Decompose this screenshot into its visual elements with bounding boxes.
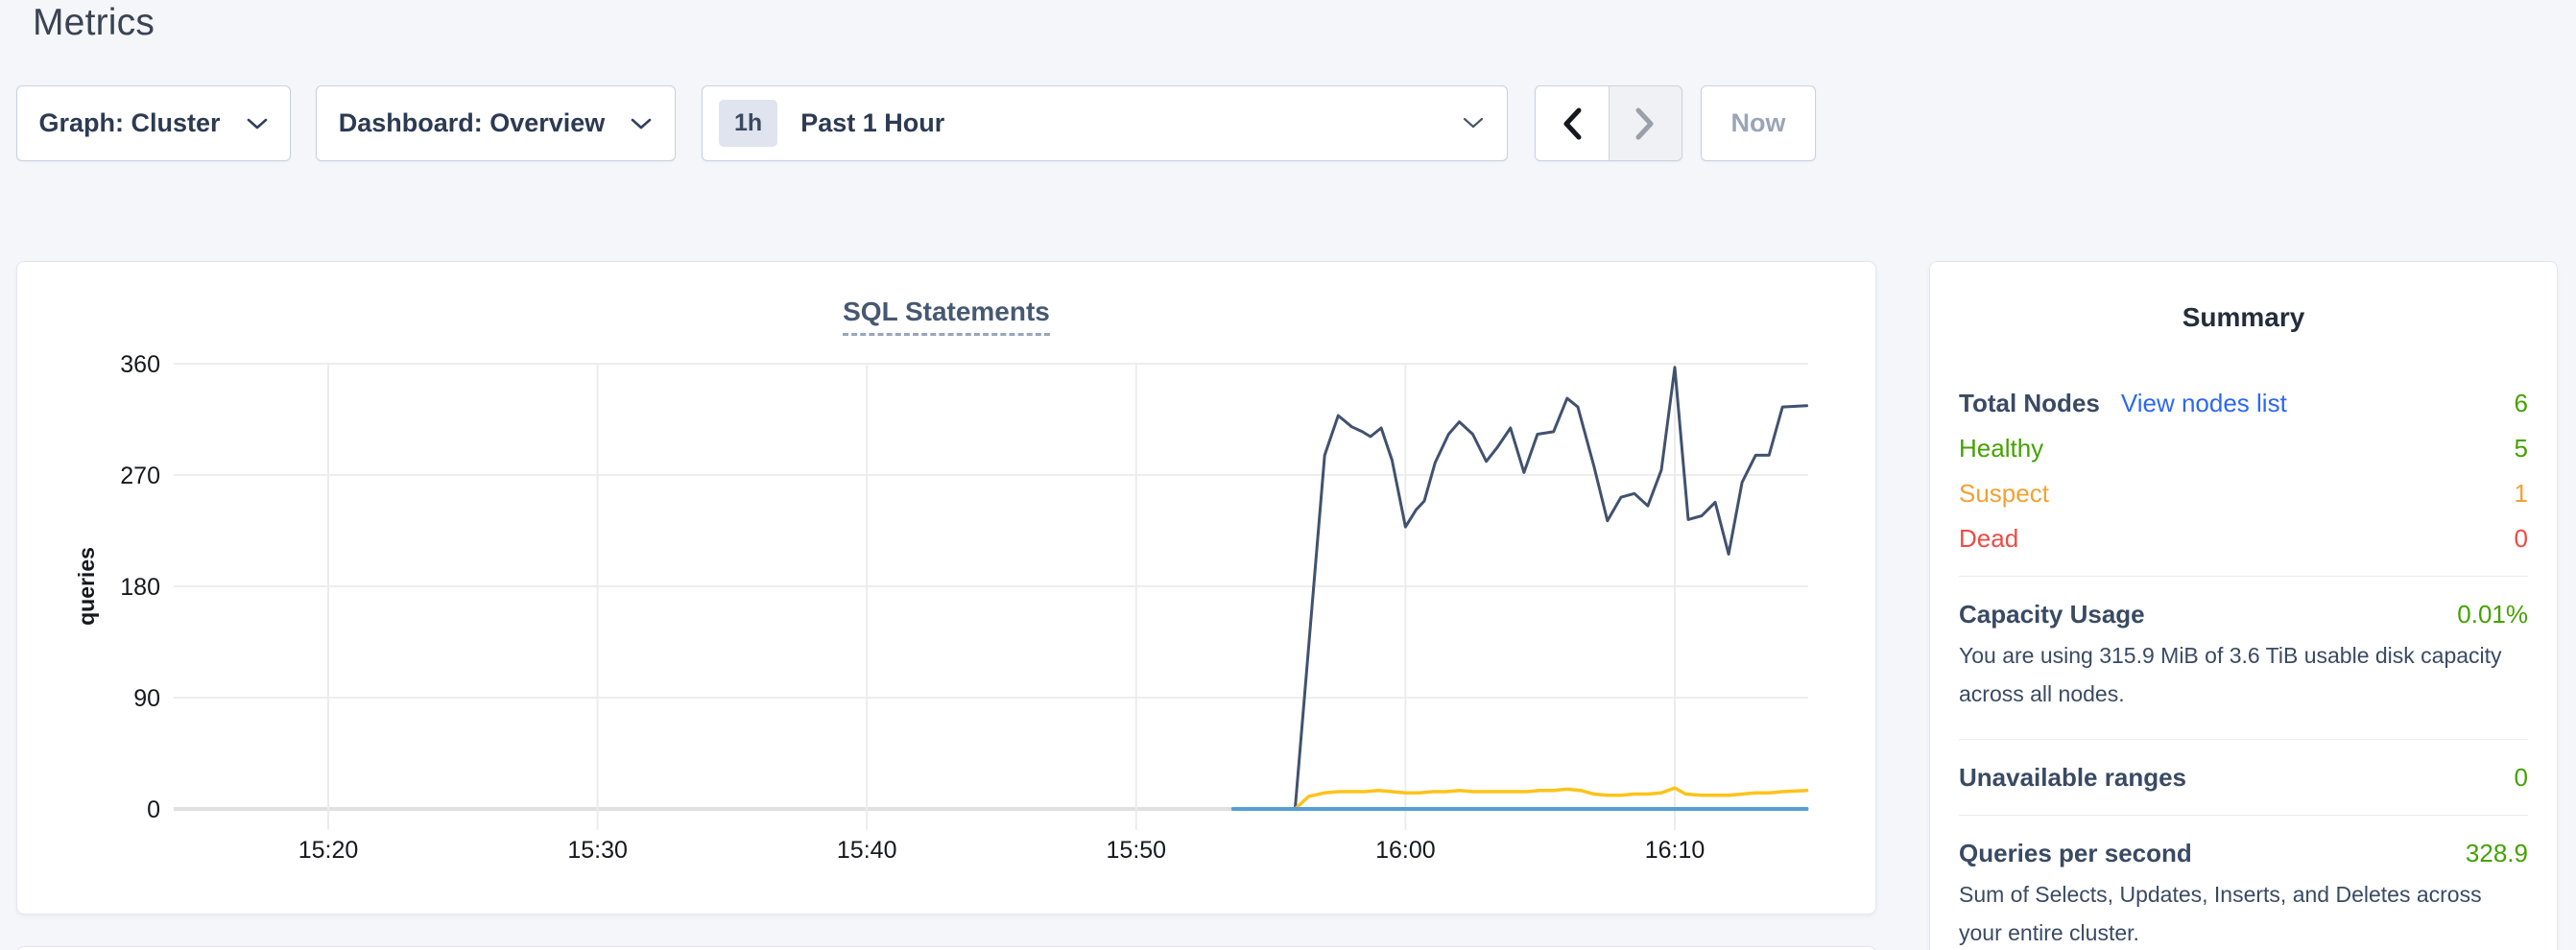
divider: [1959, 576, 2528, 577]
next-time-button[interactable]: [1609, 86, 1682, 160]
svg-text:90: 90: [133, 685, 160, 712]
total-nodes-row: Total Nodes View nodes list 6: [1959, 391, 2528, 416]
unavailable-ranges-section: Unavailable ranges 0: [1959, 765, 2528, 790]
chart-plot-area[interactable]: 0 90 180 270 360 15:20 15:30 15:40 15:50 16:00 16:…: [17, 262, 1877, 915]
summary-title: Summary: [2182, 302, 2305, 332]
healthy-label: Healthy: [1959, 434, 2044, 463]
svg-text:15:40: 15:40: [837, 837, 897, 864]
chevron-down-icon: [630, 117, 653, 131]
now-button-label: Now: [1730, 108, 1786, 137]
dead-nodes-row: Dead 0: [1959, 526, 2528, 551]
svg-text:180: 180: [120, 574, 160, 601]
summary-panel: Summary Total Nodes View nodes list 6 He…: [1929, 261, 2558, 950]
total-nodes-value: 6: [2514, 389, 2528, 417]
svg-text:16:00: 16:00: [1375, 837, 1436, 864]
chevron-down-icon: [246, 117, 269, 131]
suspect-label: Suspect: [1959, 479, 2049, 508]
qps-description: Sum of Selects, Updates, Inserts, and De…: [1959, 881, 2482, 945]
capacity-description: You are using 315.9 MiB of 3.6 TiB usabl…: [1959, 643, 2502, 707]
chevron-down-icon: [1463, 117, 1484, 130]
nodes-section: Total Nodes View nodes list 6 Healthy 5 …: [1959, 391, 2528, 551]
svg-text:15:30: 15:30: [567, 837, 628, 864]
time-range-badge: 1h: [719, 100, 778, 147]
next-chart-card-edge: [16, 946, 1876, 950]
svg-text:16:10: 16:10: [1645, 837, 1705, 864]
qps-section: Queries per second 328.9 Sum of Selects,…: [1959, 841, 2528, 950]
sql-statements-chart-card: SQL Statements 0 90 180 270 360 15:20 15:30 15:…: [16, 261, 1876, 914]
chevron-right-icon: [1634, 107, 1656, 140]
time-range-label: Past 1 Hour: [800, 108, 945, 137]
svg-text:15:20: 15:20: [298, 837, 359, 864]
unavailable-ranges-value: 0: [2514, 762, 2528, 792]
dashboard-dropdown-label: Dashboard: Overview: [338, 108, 606, 137]
svg-text:270: 270: [120, 463, 160, 489]
capacity-label: Capacity Usage: [1959, 600, 2145, 629]
svg-text:360: 360: [120, 351, 160, 378]
chevron-left-icon: [1562, 107, 1583, 140]
qps-row: Queries per second 328.9: [1959, 841, 2528, 866]
suspect-nodes-row: Suspect 1: [1959, 481, 2528, 506]
total-nodes-label: Total Nodes: [1959, 389, 2100, 417]
time-range-selector[interactable]: 1h Past 1 Hour: [702, 85, 1508, 161]
divider: [1959, 738, 2528, 740]
capacity-section: Capacity Usage 0.01% You are using 315.9…: [1959, 602, 2528, 714]
page-title: Metrics: [33, 2, 155, 43]
healthy-nodes-row: Healthy 5: [1959, 436, 2528, 461]
capacity-row: Capacity Usage 0.01%: [1959, 602, 2528, 627]
chart-title-wrap: SQL Statements: [17, 297, 1875, 336]
dead-label: Dead: [1959, 524, 2019, 553]
qps-value: 328.9: [2465, 838, 2528, 867]
divider: [1959, 814, 2528, 816]
svg-text:15:50: 15:50: [1107, 837, 1167, 864]
prev-time-button[interactable]: [1536, 86, 1610, 160]
view-nodes-list-link[interactable]: View nodes list: [2120, 389, 2287, 417]
now-button[interactable]: Now: [1701, 85, 1816, 161]
capacity-value: 0.01%: [2457, 600, 2528, 629]
dead-value: 0: [2514, 524, 2528, 553]
suspect-value: 1: [2514, 479, 2528, 508]
graph-dropdown-label: Graph: Cluster: [38, 108, 221, 137]
unavailable-ranges-label: Unavailable ranges: [1959, 762, 2186, 792]
unavailable-ranges-row: Unavailable ranges 0: [1959, 765, 2528, 790]
svg-text:0: 0: [147, 796, 160, 823]
svg-text:queries: queries: [74, 547, 99, 626]
graph-dropdown[interactable]: Graph: Cluster: [16, 85, 291, 161]
chart-title[interactable]: SQL Statements: [843, 297, 1050, 336]
qps-label: Queries per second: [1959, 838, 2192, 867]
dashboard-dropdown[interactable]: Dashboard: Overview: [316, 85, 676, 161]
healthy-value: 5: [2514, 434, 2528, 463]
time-pager: [1535, 85, 1682, 161]
